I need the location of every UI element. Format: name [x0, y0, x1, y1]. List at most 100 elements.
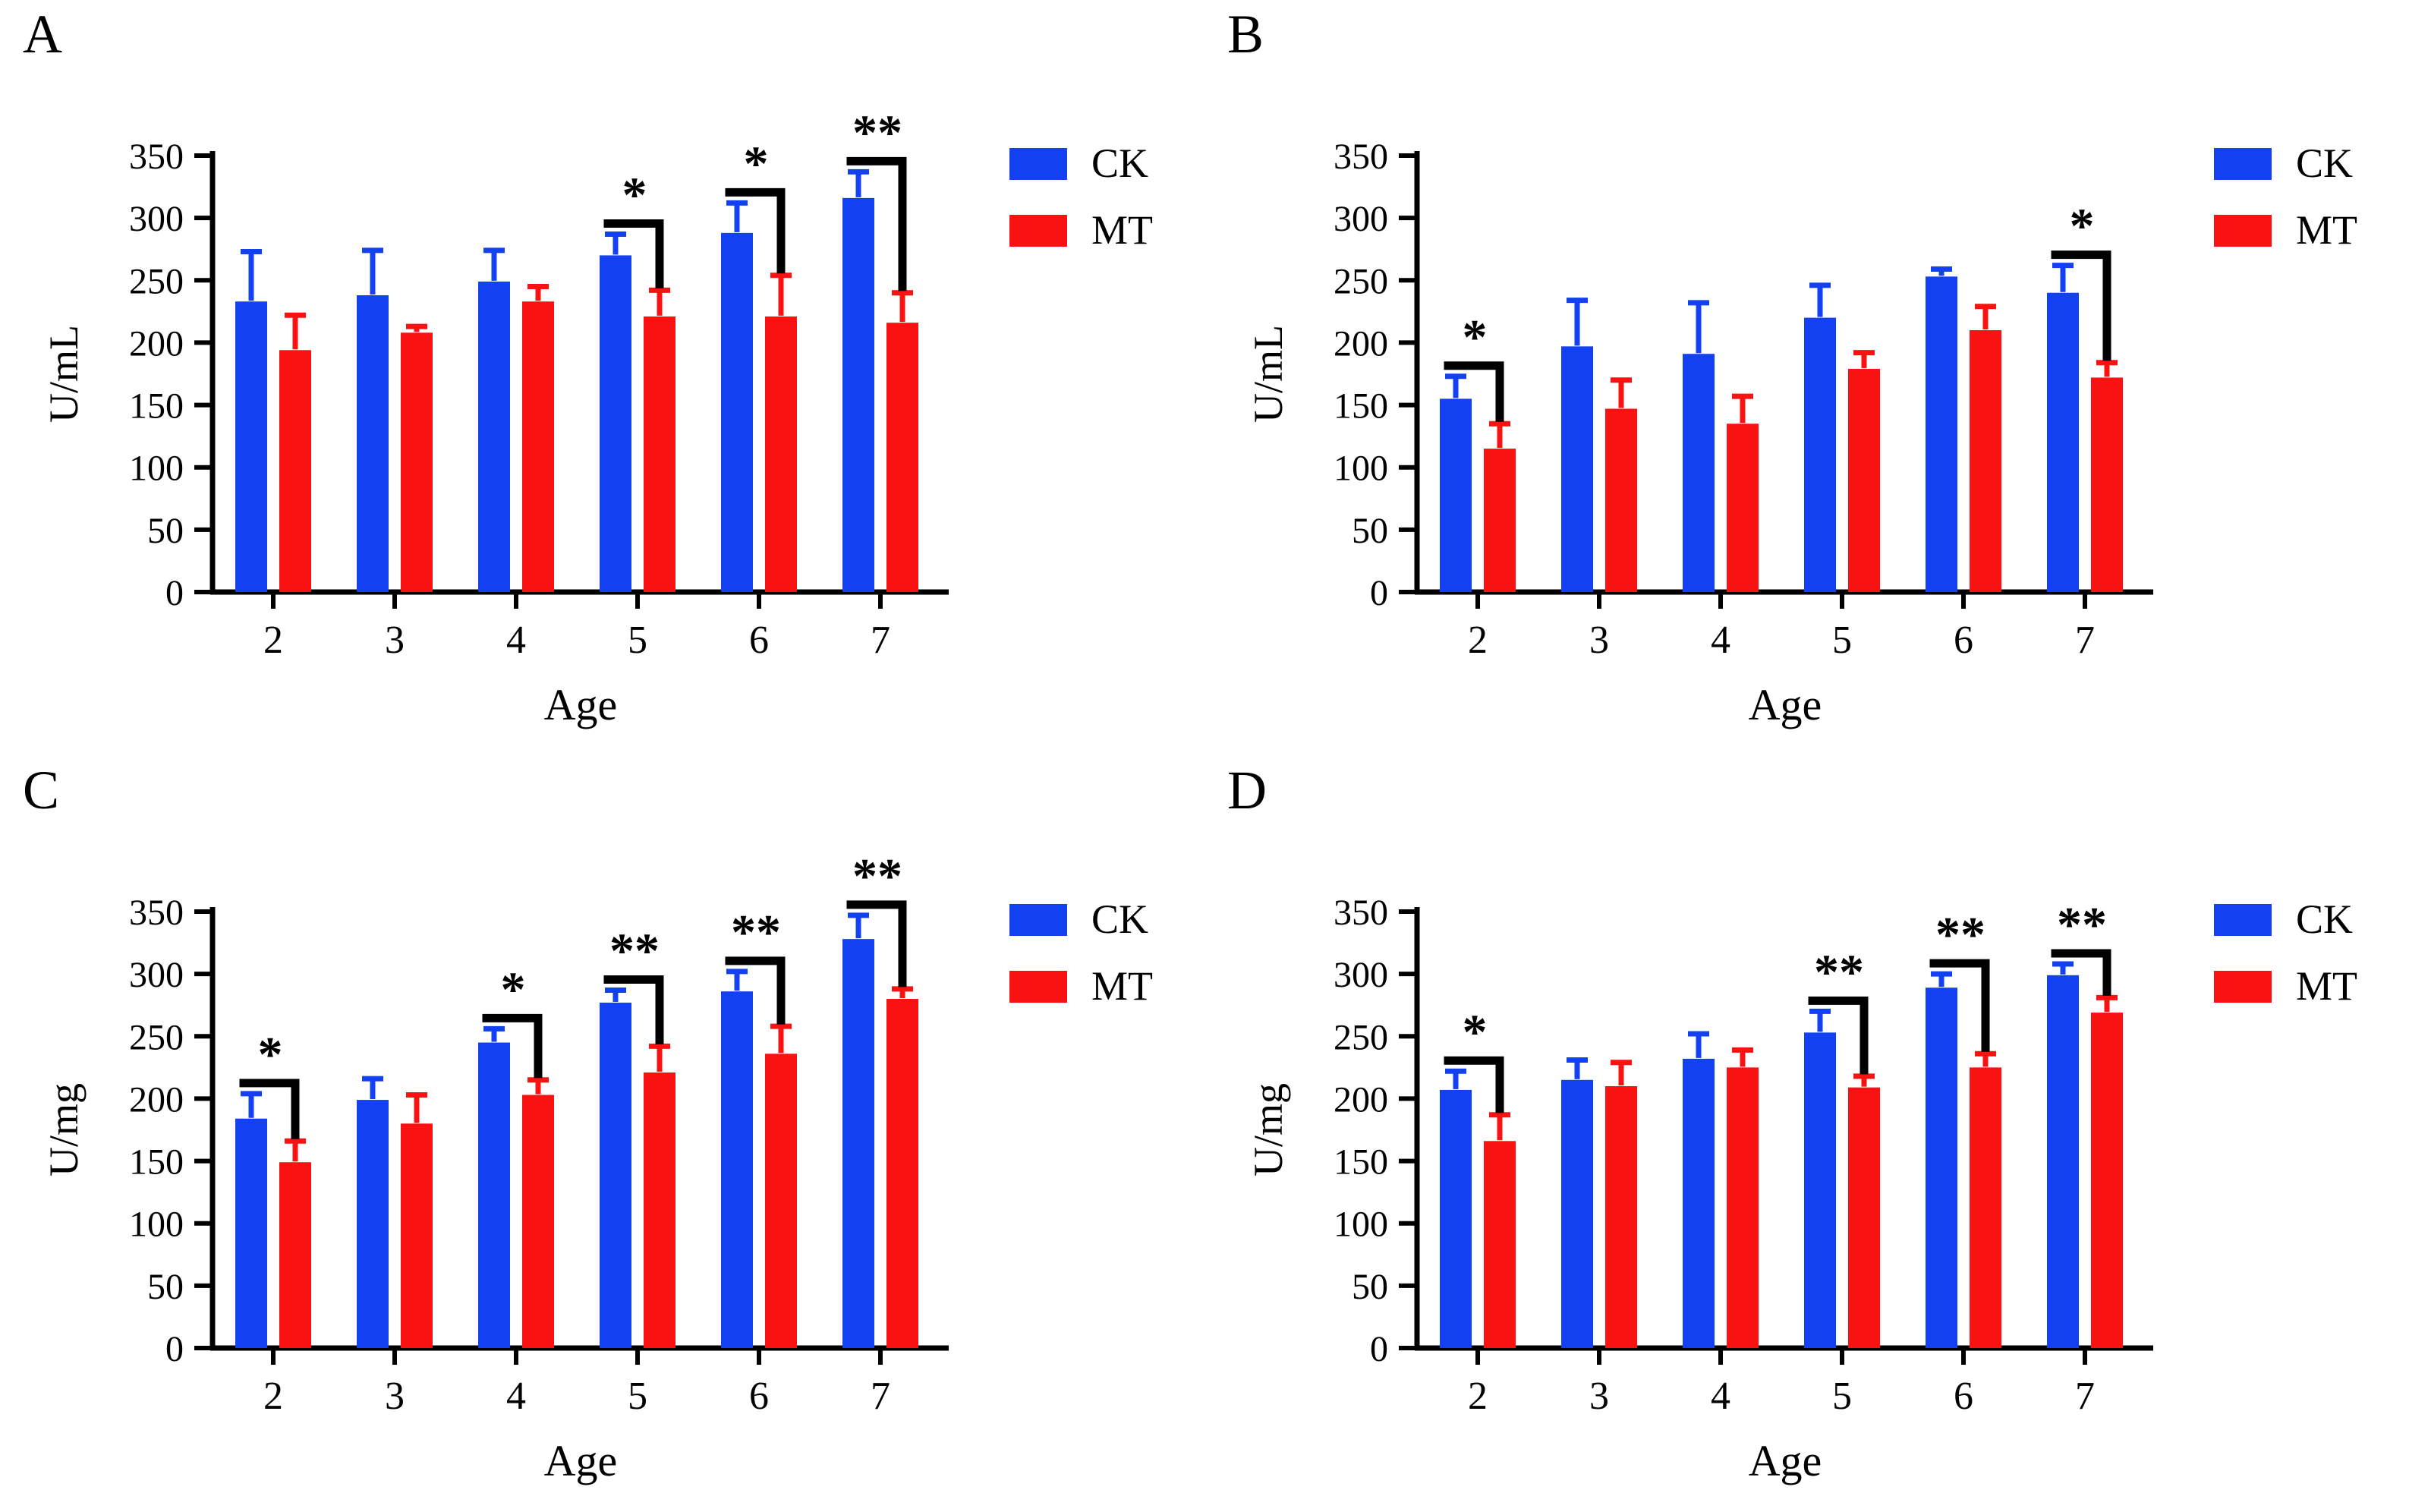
y-tick-label: 200 [129, 323, 184, 364]
x-tick-label: 4 [1711, 1375, 1730, 1418]
bar-ck-age-5 [1804, 1032, 1836, 1348]
bar-mt-age-4 [522, 301, 554, 592]
sig-bracket-age-6 [725, 956, 786, 1025]
y-tick-label: 350 [129, 137, 184, 177]
bar-mt-age-7 [886, 323, 918, 592]
y-tick-label: 300 [129, 199, 184, 239]
bar-mt-age-4 [1727, 424, 1759, 592]
bar-mt-age-2 [1484, 449, 1516, 592]
x-axis-title: Age [544, 680, 618, 729]
sig-label-age-5: ** [609, 924, 660, 979]
bar-ck-age-2 [235, 1118, 267, 1348]
bar-mt-age-3 [401, 332, 433, 592]
y-tick-label: 150 [129, 386, 184, 427]
sig-bracket-age-7 [2051, 949, 2111, 996]
sig-label-age-7: ** [2057, 897, 2107, 953]
panel-b-chart: 0 50 100 150 200 250 300 350 U/mL 2 3 4 5 6 7 Age * * CK MT [1245, 137, 2357, 729]
y-tick-label: 350 [1334, 893, 1388, 933]
bar-mt-age-3 [1605, 408, 1637, 592]
sig-bracket-age-5 [603, 975, 664, 1044]
sig-bracket-age-7 [846, 900, 907, 988]
x-tick-label: 5 [1832, 619, 1852, 662]
bar-mt-age-2 [279, 1162, 311, 1348]
bar-mt-age-5 [1848, 368, 1880, 592]
bar-mt-age-6 [1970, 330, 2001, 592]
sig-label-age-5: ** [1814, 944, 1864, 1000]
bar-mt-age-2 [1484, 1141, 1516, 1348]
bar-ck-age-5 [1804, 317, 1836, 592]
panel-b: B 0 50 100 150 200 250 300 350 U/mL 2 3 4 5 6 7 Age * * CK… [1204, 0, 2409, 756]
sig-label-age-7: ** [852, 849, 902, 904]
bar-mt-age-7 [886, 999, 918, 1348]
bar-mt-age-2 [279, 350, 311, 592]
bar-ck-age-2 [1440, 398, 1472, 592]
sig-label-age-7: * [2070, 199, 2095, 254]
bar-ck-age-2 [235, 301, 267, 592]
y-tick-label: 50 [147, 1267, 184, 1307]
panel-a: A 0 50 100 150 200 250 300 350 U/mL 2 3 4 5 6 7 Age * * **… [0, 0, 1204, 756]
bar-mt-age-4 [1727, 1067, 1759, 1348]
x-tick-label: 6 [1954, 1375, 1973, 1418]
legend-swatch-mt [1009, 971, 1067, 1003]
sig-bracket-age-6 [725, 187, 786, 274]
y-tick-label: 0 [165, 1329, 184, 1369]
x-tick-label: 6 [749, 619, 769, 662]
x-tick-label: 2 [1468, 619, 1488, 662]
y-tick-label: 250 [1334, 1017, 1388, 1057]
sig-label-age-2: * [1463, 1004, 1488, 1060]
bar-ck-age-6 [721, 232, 753, 592]
legend-label-ck: CK [2296, 140, 2353, 186]
x-tick-label: 7 [2075, 619, 2095, 662]
sig-bracket-age-5 [1808, 996, 1869, 1075]
bar-ck-age-4 [478, 1042, 510, 1348]
x-tick-label: 5 [628, 1375, 647, 1418]
legend-swatch-ck [1009, 904, 1067, 936]
y-tick-label: 350 [1334, 137, 1388, 177]
x-tick-label: 3 [1589, 619, 1609, 662]
bar-mt-age-3 [401, 1123, 433, 1348]
y-tick-label: 50 [147, 511, 184, 551]
sig-bracket-age-2 [1444, 361, 1504, 422]
x-tick-label: 3 [385, 1375, 405, 1418]
bar-mt-age-5 [644, 316, 675, 592]
bar-ck-age-6 [721, 991, 753, 1348]
x-tick-label: 2 [263, 619, 283, 662]
x-axis-title: Age [1749, 1436, 1822, 1485]
y-tick-label: 300 [129, 955, 184, 995]
y-axis-title: U/mL [41, 325, 87, 423]
legend-swatch-mt [1009, 215, 1067, 247]
x-tick-label: 3 [1589, 1375, 1609, 1418]
legend-label-ck: CK [1091, 140, 1148, 186]
x-axis-title: Age [1749, 680, 1822, 729]
y-tick-label: 0 [165, 573, 184, 613]
y-tick-label: 300 [1334, 955, 1388, 995]
y-tick-label: 350 [129, 893, 184, 933]
x-tick-label: 7 [871, 1375, 890, 1418]
y-tick-label: 200 [1334, 1079, 1388, 1120]
panel-d: D 0 50 100 150 200 250 300 350 U/mg 2 3 4 5 6 7 Age * ** *… [1204, 756, 2409, 1512]
bar-ck-age-7 [2047, 975, 2079, 1348]
bar-mt-age-6 [765, 316, 797, 592]
y-tick-label: 300 [1334, 199, 1388, 239]
sig-label-age-6: * [744, 136, 769, 191]
legend-label-mt: MT [2296, 207, 2357, 253]
sig-label-age-2: * [258, 1027, 283, 1082]
sig-label-age-2: * [1463, 310, 1488, 365]
bar-ck-age-3 [1561, 1079, 1593, 1348]
bar-mt-age-7 [2091, 1013, 2123, 1348]
bar-mt-age-7 [2091, 377, 2123, 592]
panel-c-letter: C [23, 760, 60, 821]
y-axis-title: U/mL [1245, 325, 1291, 423]
x-axis-title: Age [544, 1436, 618, 1485]
bar-mt-age-6 [1970, 1067, 2001, 1348]
bar-ck-age-4 [478, 281, 510, 592]
y-tick-label: 50 [1352, 511, 1388, 551]
legend-swatch-mt [2214, 215, 2272, 247]
sig-bracket-age-4 [482, 1013, 543, 1079]
panel-d-letter: D [1227, 760, 1267, 821]
panel-b-letter: B [1227, 4, 1264, 65]
bar-ck-age-3 [1561, 346, 1593, 592]
x-tick-label: 5 [628, 619, 647, 662]
legend-swatch-ck [2214, 148, 2272, 180]
